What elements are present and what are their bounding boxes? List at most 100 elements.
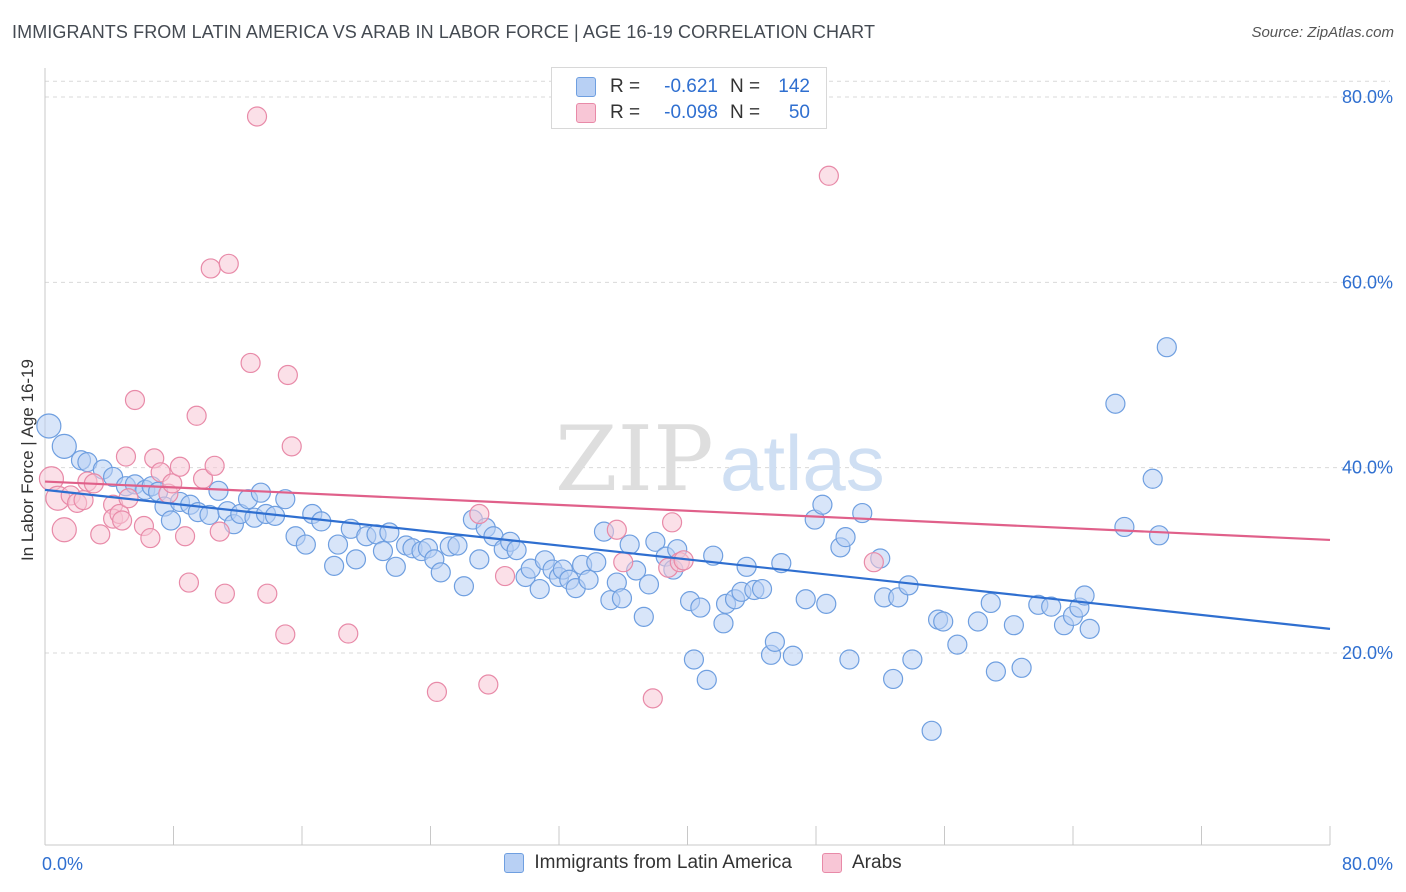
scatter-point (174, 526, 196, 547)
scatter-point (209, 521, 230, 542)
scatter-point (696, 669, 717, 690)
scatter-point (111, 510, 133, 531)
scatter-point (642, 688, 663, 709)
scatter-point (812, 494, 833, 515)
trend-line-0 (44, 488, 1331, 630)
legend-swatch-pink (822, 853, 842, 873)
scatter-point (921, 720, 942, 741)
trend-lines (44, 480, 1331, 630)
scatter-point (795, 589, 816, 610)
x-tick-label-max: 80.0% (1342, 854, 1393, 874)
scatter-point (782, 645, 803, 666)
scatter-point (246, 106, 268, 127)
scatter-point (818, 165, 839, 186)
scatter-point (1105, 393, 1126, 414)
scatter-point (611, 588, 633, 609)
scatter-point (1074, 585, 1095, 606)
watermark-atlas: atlas (720, 419, 885, 507)
axes (44, 68, 1331, 846)
legend-r-label: R = (610, 76, 641, 97)
scatter-point (426, 681, 448, 702)
y-axis-label: In Labor Force | Age 16-19 (18, 359, 37, 561)
legend-row-latin-america: R = -0.621 N = 142 (576, 75, 810, 99)
scatter-point (882, 668, 904, 690)
scatter-point (1114, 516, 1135, 538)
scatter-point (160, 510, 182, 531)
scatter-point (835, 527, 856, 548)
scatter-point (902, 649, 923, 670)
watermark-zip: ZIP (555, 407, 714, 512)
scatter-point (661, 512, 683, 533)
scatter-point (633, 606, 654, 627)
scatter-point (178, 572, 200, 593)
scatter-point (275, 624, 296, 645)
scatter-point (578, 569, 599, 590)
scatter-point (453, 576, 475, 597)
scatter-point (214, 583, 235, 604)
legend-item-latin-america[interactable]: Immigrants from Latin America (504, 852, 792, 874)
legend-r-value: -0.098 (664, 102, 718, 123)
series-immigrants-from-latin-america (36, 337, 1177, 741)
correlation-legend: R = -0.621 N = 142 R = -0.098 N = 50 (551, 67, 827, 129)
trend-line-1 (44, 480, 1331, 542)
y-tick-label: 20.0% (1342, 643, 1393, 663)
scatter-point (613, 552, 634, 573)
scatter-point (1079, 618, 1100, 639)
scatter-point (816, 593, 837, 614)
scatter-point (115, 446, 137, 467)
y-tick-label: 80.0% (1342, 87, 1393, 107)
legend-n-value: 142 (778, 76, 810, 97)
scatter-point (985, 661, 1007, 682)
scatter-point (430, 562, 451, 583)
legend-swatch-blue (576, 77, 596, 97)
legend-n-value: 50 (788, 102, 810, 123)
legend-label-latin-america: Immigrants from Latin America (534, 852, 792, 873)
scatter-point (275, 489, 296, 510)
scatter-point (751, 578, 773, 600)
scatter-point (1003, 615, 1024, 636)
series-legend: Immigrants from Latin America Arabs (0, 852, 1406, 874)
scatter-point (619, 534, 640, 555)
legend-label-arabs: Arabs (852, 852, 902, 873)
scatter-point (839, 649, 860, 670)
scatter-point (281, 436, 302, 457)
scatter-point (140, 527, 161, 549)
scatter-point (345, 549, 367, 570)
scatter-point (51, 517, 77, 543)
scatter-point (469, 549, 490, 570)
scatter-point (898, 575, 919, 596)
chart-title: IMMIGRANTS FROM LATIN AMERICA VS ARAB IN… (12, 22, 876, 42)
scatter-point (1011, 657, 1032, 678)
scatter-point (703, 545, 724, 566)
scatter-point (771, 552, 792, 574)
scatter-point (645, 531, 666, 552)
legend-row-arabs: R = -0.098 N = 50 (576, 101, 810, 125)
scatter-point (204, 455, 225, 476)
scatter-point (218, 253, 239, 274)
scatter-point (683, 649, 705, 670)
scatter-point (933, 611, 954, 632)
scatter-point (967, 611, 989, 632)
legend-n-label: N = (730, 76, 761, 97)
scatter-point (90, 524, 111, 545)
source-label: Source: ZipAtlas.com (1251, 24, 1394, 41)
series-arabs (38, 106, 884, 709)
legend-item-arabs[interactable]: Arabs (822, 852, 902, 874)
scatter-point (169, 456, 191, 477)
scatter-point (529, 578, 550, 600)
scatter-point (606, 519, 627, 540)
legend-swatch-pink (576, 103, 596, 123)
scatter-point (1148, 525, 1170, 546)
scatter-point (478, 674, 499, 695)
scatter-point (277, 364, 298, 386)
scatter-point (1041, 596, 1062, 617)
scatter-point (240, 352, 261, 374)
scatter-point (586, 552, 607, 573)
scatter-point (469, 503, 490, 525)
scatter-point (863, 552, 884, 573)
legend-swatch-blue (504, 853, 525, 873)
scatter-point (690, 597, 711, 618)
legend-r-label: R = (610, 102, 641, 123)
scatter-point (36, 413, 62, 439)
